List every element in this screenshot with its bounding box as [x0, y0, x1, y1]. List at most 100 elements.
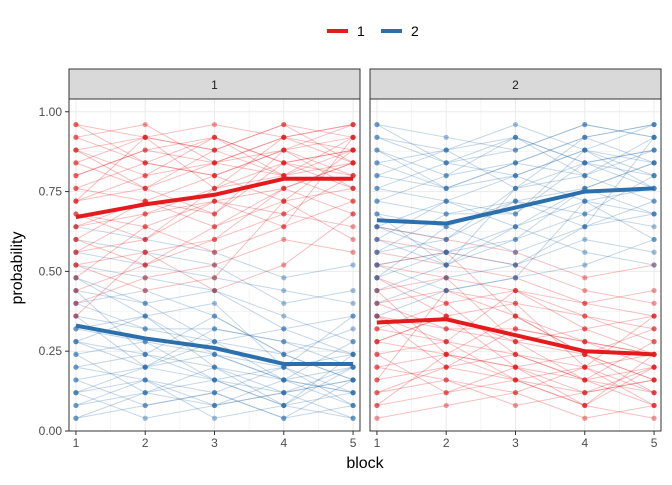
individual-point	[582, 364, 588, 370]
individual-point	[281, 211, 287, 217]
individual-line	[75, 315, 354, 381]
individual-point	[350, 211, 356, 217]
individual-point	[443, 275, 449, 281]
facet-strip	[369, 68, 662, 100]
individual-point	[443, 262, 449, 268]
individual-point	[350, 249, 356, 255]
individual-point	[281, 121, 287, 128]
individual-point	[443, 287, 449, 294]
individual-point	[211, 134, 218, 140]
individual-point	[374, 351, 380, 357]
individual-point	[651, 160, 657, 166]
individual-point	[512, 198, 519, 204]
individual-point	[73, 160, 79, 166]
individual-point	[281, 211, 287, 217]
individual-point	[651, 377, 657, 383]
individual-line	[75, 277, 354, 330]
individual-point	[512, 364, 519, 370]
individual-point	[142, 236, 148, 243]
individual-point	[582, 402, 588, 409]
individual-point	[651, 262, 657, 268]
individual-point	[582, 198, 588, 204]
individual-point	[374, 173, 380, 179]
individual-point	[211, 326, 218, 332]
individual-point	[211, 211, 218, 217]
individual-point	[211, 313, 218, 319]
individual-point	[350, 390, 356, 396]
individual-point	[443, 198, 449, 204]
mean-line-1	[75, 176, 354, 220]
individual-point	[73, 275, 79, 281]
individual-point	[281, 275, 287, 281]
individual-point	[443, 262, 449, 268]
individual-point	[211, 377, 218, 383]
facet-strip	[68, 68, 361, 100]
individual-point	[374, 160, 380, 166]
individual-line	[75, 124, 354, 189]
individual-point	[651, 364, 657, 370]
individual-point	[374, 224, 380, 230]
individual-point	[374, 415, 380, 421]
individual-line	[75, 136, 354, 190]
individual-point	[374, 224, 380, 230]
individual-line	[376, 175, 655, 240]
individual-point	[73, 300, 79, 306]
individual-point	[142, 262, 148, 268]
individual-point	[374, 300, 380, 306]
individual-point	[512, 249, 519, 255]
individual-point	[374, 287, 380, 294]
individual-point	[73, 313, 79, 319]
individual-point	[651, 287, 657, 294]
individual-point	[142, 134, 148, 140]
individual-series-group-1	[73, 121, 356, 319]
individual-point	[211, 185, 218, 191]
individual-line	[376, 124, 655, 164]
individual-point	[350, 300, 356, 306]
individual-point	[211, 262, 218, 268]
individual-point	[281, 198, 287, 204]
individual-point	[211, 224, 218, 230]
individual-point	[374, 364, 380, 370]
individual-point	[73, 275, 79, 281]
individual-point	[142, 262, 148, 268]
individual-point	[651, 134, 657, 140]
individual-point	[281, 185, 287, 191]
individual-point	[443, 351, 449, 357]
individual-line	[75, 124, 354, 151]
individual-point	[443, 236, 449, 243]
individual-point	[443, 249, 449, 255]
x-tick-label: 4	[581, 436, 588, 450]
individual-point	[350, 262, 356, 268]
individual-point	[142, 249, 148, 255]
x-tick-label: 5	[350, 436, 357, 450]
individual-line	[376, 238, 655, 317]
individual-line	[376, 379, 655, 419]
individual-point	[142, 249, 148, 255]
individual-line	[75, 187, 354, 266]
individual-point	[374, 173, 380, 179]
individual-point	[512, 287, 519, 294]
individual-point	[211, 185, 218, 191]
individual-point	[350, 224, 356, 230]
individual-point	[211, 173, 218, 179]
individual-point	[142, 275, 148, 281]
individual-point	[651, 377, 657, 383]
individual-point	[211, 351, 218, 357]
individual-point	[350, 326, 356, 332]
individual-point	[443, 364, 449, 370]
individual-point	[582, 275, 588, 281]
individual-point	[582, 147, 588, 153]
individual-point	[142, 402, 148, 409]
individual-point	[651, 198, 657, 204]
individual-point	[281, 236, 287, 243]
individual-point	[512, 339, 519, 345]
individual-line	[75, 137, 354, 253]
individual-line	[75, 379, 354, 419]
individual-point	[443, 249, 449, 255]
individual-point	[512, 377, 519, 383]
individual-line	[75, 379, 354, 419]
individual-line	[376, 226, 655, 279]
individual-point	[350, 351, 356, 357]
individual-line	[376, 290, 655, 343]
individual-point	[281, 147, 287, 153]
